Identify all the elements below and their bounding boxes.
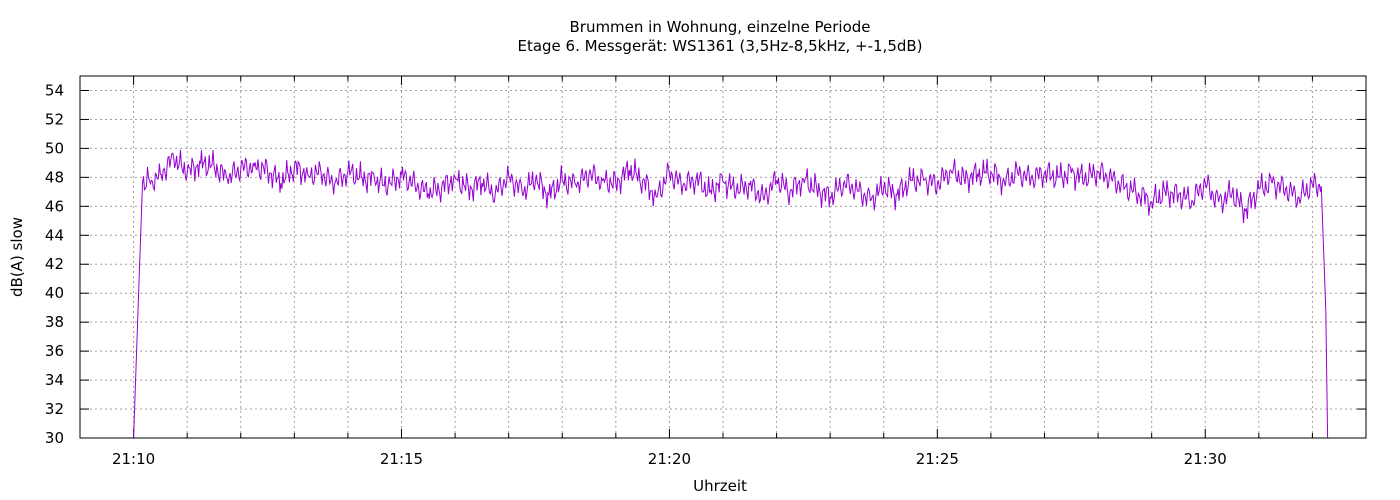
y-tick-label: 36	[45, 342, 64, 360]
x-tick-label: 21:30	[1184, 450, 1227, 468]
y-tick-label: 38	[45, 313, 64, 331]
x-axis-label: Uhrzeit	[693, 477, 747, 495]
y-tick-label: 44	[45, 226, 64, 244]
y-tick-label: 48	[45, 168, 64, 186]
y-tick-label: 46	[45, 197, 64, 215]
y-tick-label: 54	[45, 81, 64, 99]
grid-lines	[79, 76, 1367, 438]
y-tick-label: 34	[45, 371, 64, 389]
chart-title: Brummen in Wohnung, einzelne Periode	[569, 18, 870, 36]
y-tick-label: 30	[45, 429, 64, 447]
x-tick-label: 21:25	[916, 450, 959, 468]
plot-frame	[79, 75, 1367, 439]
y-tick-label: 52	[45, 110, 64, 128]
x-tick-label: 21:15	[380, 450, 423, 468]
x-tick-label: 21:10	[112, 450, 155, 468]
y-tick-label: 40	[45, 284, 64, 302]
chart-subtitle: Etage 6. Messgerät: WS1361 (3,5Hz-8,5kHz…	[517, 37, 922, 55]
y-tick-label: 32	[45, 400, 64, 418]
series-line	[133, 149, 1329, 439]
y-axis-label: dB(A) slow	[8, 217, 26, 297]
x-tick-label: 21:20	[648, 450, 691, 468]
y-tick-label: 42	[45, 255, 64, 273]
tick-labels: 30 32 34 36 38 40 42 44 46 48 50 52 54 21:10 21:15 21:2…	[45, 81, 1227, 468]
y-tick-label: 50	[45, 139, 64, 157]
